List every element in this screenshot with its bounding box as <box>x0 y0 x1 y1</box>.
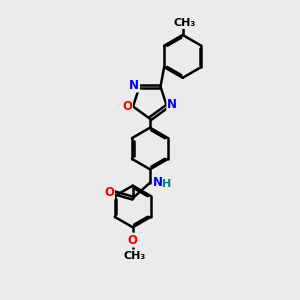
Text: H: H <box>163 179 172 189</box>
Text: N: N <box>129 79 139 92</box>
Text: N: N <box>167 98 177 112</box>
Text: N: N <box>153 176 163 189</box>
Text: O: O <box>104 186 114 199</box>
Text: CH₃: CH₃ <box>173 18 195 28</box>
Text: O: O <box>122 100 132 113</box>
Text: O: O <box>128 234 138 247</box>
Text: CH₃: CH₃ <box>123 250 146 260</box>
